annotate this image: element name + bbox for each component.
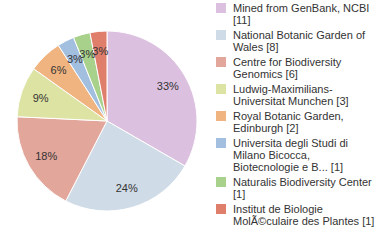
legend-item: Institut de Biologie MolÃ©culaire des Pl… <box>216 203 378 227</box>
legend-item: Mined from GenBank, NCBI [11] <box>216 2 378 26</box>
data-label: 33% <box>157 80 179 92</box>
legend-label: National Botanic Garden of Wales [8] <box>233 29 378 53</box>
slices <box>17 31 197 211</box>
legend-item: National Botanic Garden of Wales [8] <box>216 29 378 53</box>
legend-swatch <box>216 84 226 94</box>
legend-item: Ludwig-Maximilians-Universitat Munchen [… <box>216 83 378 107</box>
data-label: 9% <box>33 92 49 104</box>
legend-swatch <box>216 30 226 40</box>
legend-swatch <box>216 138 226 148</box>
legend-swatch <box>216 57 226 67</box>
legend-item: Centre for Biodiversity Genomics [6] <box>216 56 378 80</box>
legend-label: Naturalis Biodiversity Center [1] <box>233 176 378 200</box>
data-label: 6% <box>51 64 67 76</box>
legend-label: Universita degli Studi di Milano Bicocca… <box>233 137 378 173</box>
legend-swatch <box>216 177 226 187</box>
legend-label: Centre for Biodiversity Genomics [6] <box>233 56 378 80</box>
legend-item: Royal Botanic Garden, Edinburgh [2] <box>216 110 378 134</box>
legend-label: Royal Botanic Garden, Edinburgh [2] <box>233 110 378 134</box>
legend-swatch <box>216 111 226 121</box>
legend-item: Universita degli Studi di Milano Bicocca… <box>216 137 378 173</box>
data-label: 3% <box>92 45 108 57</box>
legend: Mined from GenBank, NCBI [11] National Bo… <box>216 2 378 230</box>
legend-label: Ludwig-Maximilians-Universitat Munchen [… <box>233 83 378 107</box>
legend-swatch <box>216 3 226 13</box>
legend-label: Mined from GenBank, NCBI [11] <box>233 2 378 26</box>
pie-slice <box>17 117 107 201</box>
legend-item: Naturalis Biodiversity Center [1] <box>216 176 378 200</box>
legend-label: Institut de Biologie MolÃ©culaire des Pl… <box>233 203 378 227</box>
data-label: 18% <box>35 150 57 162</box>
legend-swatch <box>216 204 226 214</box>
data-label: 24% <box>116 182 138 194</box>
data-labels: 33%24%18%9%6%3%3%3% <box>33 45 179 194</box>
